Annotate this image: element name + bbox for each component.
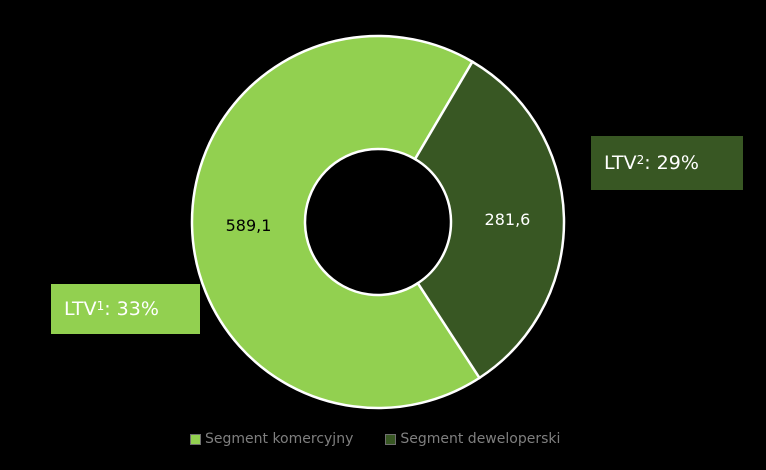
ltv-superscript: 1 xyxy=(96,299,105,313)
slice-value-label: 589,1 xyxy=(226,216,272,235)
ltv-box-commercial: LTV 1: 33% xyxy=(51,284,200,334)
ltv-value: : 33% xyxy=(104,298,159,320)
ltv-box-developer: LTV 2: 29% xyxy=(591,136,743,190)
legend-item-commercial: Segment komercyjny xyxy=(190,431,353,447)
legend-item-developer: Segment deweloperski xyxy=(385,431,560,447)
ltv-prefix: LTV xyxy=(604,152,637,174)
ltv-superscript: 2 xyxy=(636,153,645,167)
legend-label: Segment komercyjny xyxy=(205,431,354,447)
slice-segment-deweloperski xyxy=(413,60,566,380)
legend-swatch xyxy=(385,433,397,445)
chart-legend: Segment komercyjny Segment deweloperski xyxy=(190,431,592,447)
ltv-prefix: LTV xyxy=(64,298,97,320)
slice-segment-komercyjny xyxy=(190,34,482,410)
legend-swatch xyxy=(190,433,201,445)
ltv-value: : 29% xyxy=(644,152,699,174)
slice-value-label: 281,6 xyxy=(485,210,531,229)
legend-label: Segment deweloperski xyxy=(400,431,561,447)
